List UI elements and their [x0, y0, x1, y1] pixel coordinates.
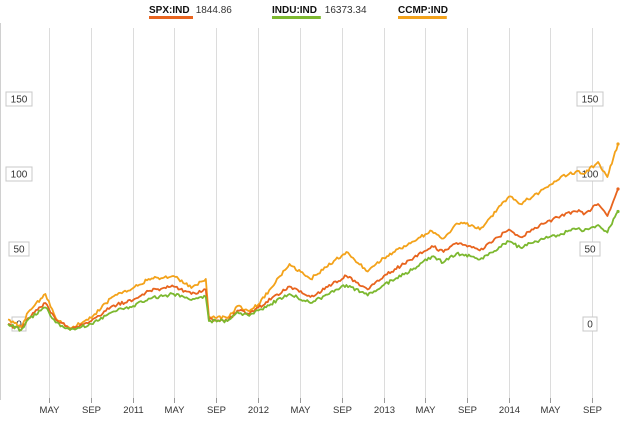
x-axis-ticks: MAY SEP 2011 MAY SEP 2012 MAY SEP 2013 MAY SEP 2014…: [40, 398, 602, 416]
series-line-indu: [7, 210, 619, 332]
legend-symbol: CCMP:IND: [398, 5, 448, 16]
series-lines: [7, 142, 620, 332]
y-tick-box: [8, 241, 30, 257]
series-end-point: [616, 187, 620, 191]
legend: SPX:IND 1844.86 INDU:IND 16373.34 CCMP:IND: [149, 5, 448, 19]
legend-symbol: SPX:IND: [149, 5, 190, 16]
x-tick-label: 2014: [499, 405, 520, 416]
x-tick-label: MAY: [291, 405, 312, 416]
x-tick-label: 2012: [248, 405, 269, 416]
x-tick-label: MAY: [541, 405, 562, 416]
y-tick-right: 100: [576, 166, 604, 182]
x-tick-label: SEP: [207, 405, 226, 416]
x-tick-label: 2011: [123, 405, 143, 416]
x-tick-label: SEP: [458, 405, 477, 416]
y-tick-box: [582, 316, 598, 332]
y-tick-right: 150: [576, 91, 604, 107]
legend-item-spx[interactable]: SPX:IND 1844.86: [149, 5, 232, 19]
legend-swatch: [398, 16, 447, 19]
legend-swatch: [272, 16, 321, 19]
legend-symbol: INDU:IND: [272, 5, 317, 16]
x-tick-label: MAY: [165, 405, 186, 416]
x-tick-label: SEP: [583, 405, 602, 416]
legend-last-value: 16373.34: [325, 5, 367, 16]
legend-item-indu[interactable]: INDU:IND 16373.34: [272, 5, 367, 19]
x-tick-label: SEP: [333, 405, 352, 416]
y-tick-label: 100: [11, 170, 28, 181]
x-tick-label: SEP: [82, 405, 101, 416]
x-tick-label: 2013: [374, 405, 395, 416]
series-end-point: [616, 209, 620, 214]
y-tick-label: 50: [13, 245, 25, 256]
x-tick-label: MAY: [40, 405, 61, 416]
y-tick-left: 50: [8, 241, 30, 257]
y-tick-right: 0: [582, 316, 598, 332]
x-tick-label: MAY: [416, 405, 437, 416]
series-line-spx: [7, 188, 619, 331]
y-tick-label: 150: [582, 95, 599, 106]
series-line-ccmp: [7, 143, 619, 330]
y-tick-left: 150: [5, 91, 33, 107]
legend-last-value: 1844.86: [196, 5, 233, 16]
y-tick-label: 50: [584, 245, 596, 256]
y-tick-box: [579, 241, 601, 257]
y-tick-label: 100: [582, 170, 599, 181]
y-tick-label: 0: [587, 320, 593, 331]
y-tick-left: 100: [5, 166, 33, 182]
series-end-point: [616, 142, 620, 146]
gridlines: [49, 28, 593, 398]
y-tick-box: [5, 91, 33, 107]
legend-swatch: [149, 16, 193, 19]
y-tick-box: [5, 166, 33, 182]
y-tick-right: 50: [579, 241, 601, 257]
legend-item-ccmp[interactable]: CCMP:IND: [398, 5, 448, 19]
y-tick-box: [576, 91, 604, 107]
y-tick-label: 150: [11, 95, 28, 106]
